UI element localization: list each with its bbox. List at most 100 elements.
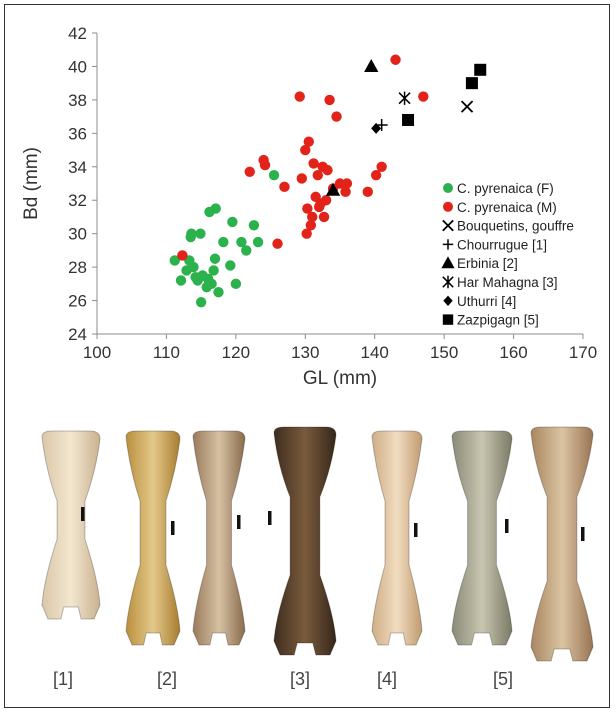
data-point-1-31 <box>302 203 313 214</box>
x-tick-label: 170 <box>569 343 597 362</box>
data-point-0-25 <box>225 260 236 271</box>
specimen-photos: [1] [2] [3] [4] [5] <box>5 415 611 705</box>
data-point-5-0 <box>398 91 411 105</box>
data-point-1-24 <box>340 186 351 198</box>
data-point-0-12 <box>208 265 219 276</box>
data-point-7-1 <box>465 77 478 90</box>
specimen-bone-4 <box>371 430 423 646</box>
data-point-1-32 <box>318 211 330 223</box>
scale-bar-1 <box>81 507 85 521</box>
data-point-1-8 <box>300 144 311 156</box>
scale-bar-2b <box>237 515 241 529</box>
data-point-0-14 <box>213 286 224 298</box>
specimen-label-5: [5] <box>493 669 514 689</box>
y-tick-label: 24 <box>68 325 87 344</box>
data-point-4-0 <box>364 58 379 72</box>
y-tick-label: 32 <box>68 191 87 210</box>
legend-marker-7 <box>442 314 454 325</box>
data-point-1-27 <box>370 169 382 181</box>
data-point-7-0 <box>402 113 415 126</box>
specimen-label-2: [2] <box>157 669 178 689</box>
figure-frame: 100 110 120 130 140 150 160 170 24 26 28 30 32 34 36 38… <box>4 4 610 708</box>
data-point-0-28 <box>268 169 280 181</box>
y-tick-label: 34 <box>68 158 87 177</box>
data-point-1-9 <box>301 228 312 239</box>
y-tick-label: 40 <box>68 57 87 76</box>
data-point-1-20 <box>324 94 335 106</box>
legend-marker-0 <box>443 183 453 193</box>
y-tick-label: 38 <box>68 91 87 110</box>
y-tick-label: 36 <box>68 124 87 143</box>
data-point-1-4 <box>272 238 283 249</box>
chart-axes: 100 110 120 130 140 150 160 170 24 26 28 30 32 34 36 38… <box>68 24 597 362</box>
data-point-0-18 <box>236 236 247 248</box>
data-point-1-18 <box>320 195 332 206</box>
data-point-0-15 <box>218 236 229 248</box>
data-point-1-29 <box>390 54 401 65</box>
data-point-1-22 <box>331 111 342 122</box>
data-point-0-1 <box>175 275 187 286</box>
legend-marker-2 <box>442 219 454 232</box>
data-point-0-0 <box>169 255 180 266</box>
data-point-1-12 <box>307 211 318 223</box>
scale-bar-3 <box>268 511 272 525</box>
data-point-0-20 <box>248 220 260 231</box>
data-point-0-17 <box>230 278 242 290</box>
legend-marker-5 <box>442 275 454 289</box>
y-tick-label: 26 <box>68 292 87 311</box>
specimen-label-4: [4] <box>377 669 398 689</box>
specimen-photo-strip <box>41 426 594 662</box>
data-point-1-33 <box>312 169 323 181</box>
data-point-1-1 <box>244 166 255 177</box>
y-tick-label: 30 <box>68 225 87 244</box>
data-point-2-0 <box>460 100 474 113</box>
data-point-0-13 <box>210 203 221 214</box>
legend-marker-4 <box>441 256 455 269</box>
data-point-1-10 <box>303 136 314 147</box>
data-point-0-22 <box>186 228 197 239</box>
x-tick-label: 140 <box>361 343 389 362</box>
data-point-4-1 <box>325 182 341 196</box>
scale-bar-5a <box>505 519 509 533</box>
data-point-1-7 <box>296 173 308 184</box>
data-point-1-13 <box>308 158 319 169</box>
data-point-1-11 <box>305 220 317 231</box>
data-point-1-25 <box>341 178 353 189</box>
specimen-bone-5a <box>451 430 513 646</box>
data-point-0-7 <box>195 297 207 308</box>
data-point-1-30 <box>418 91 429 102</box>
legend-label-7: Zazpigagn [5] <box>457 313 539 328</box>
data-point-1-26 <box>362 186 373 198</box>
data-point-0-6 <box>195 228 206 239</box>
data-point-1-5 <box>279 181 290 193</box>
legend-label-3: Chourrugue [1] <box>457 237 547 252</box>
data-point-0-19 <box>241 245 252 256</box>
specimen-label-1: [1] <box>53 669 74 689</box>
legend-marker-6 <box>443 295 453 306</box>
y-tick-label: 28 <box>68 258 87 277</box>
x-tick-label: 150 <box>430 343 458 362</box>
specimen-label-3: [3] <box>290 669 311 689</box>
data-point-0-23 <box>202 273 214 285</box>
x-tick-label: 100 <box>83 343 111 362</box>
scale-bar-2a <box>171 521 175 535</box>
data-point-1-28 <box>376 161 387 172</box>
data-point-0-27 <box>190 271 201 283</box>
y-tick-label: 42 <box>68 24 87 43</box>
x-tick-label: 160 <box>499 343 527 362</box>
chart-points <box>169 54 487 308</box>
x-tick-label: 110 <box>153 343 180 362</box>
chart-legend: C. pyrenaica (F) C. pyrenaica (M) Bouqueti… <box>441 181 574 328</box>
specimen-bone-3 <box>273 426 337 656</box>
x-tick-label: 120 <box>222 343 250 362</box>
bone-shapes <box>41 426 594 662</box>
legend-label-2: Bouquetins, gouffre <box>457 219 574 234</box>
specimen-bone-5b <box>530 426 594 662</box>
data-point-1-3 <box>259 159 271 171</box>
legend-label-4: Erbinia [2] <box>457 256 518 271</box>
legend-marker-3 <box>442 239 454 250</box>
x-tick-label: 130 <box>291 343 319 362</box>
legend-label-5: Har Mahagna [3] <box>457 275 558 290</box>
scale-bar-4 <box>414 523 418 537</box>
specimen-bone-2b <box>192 430 246 646</box>
